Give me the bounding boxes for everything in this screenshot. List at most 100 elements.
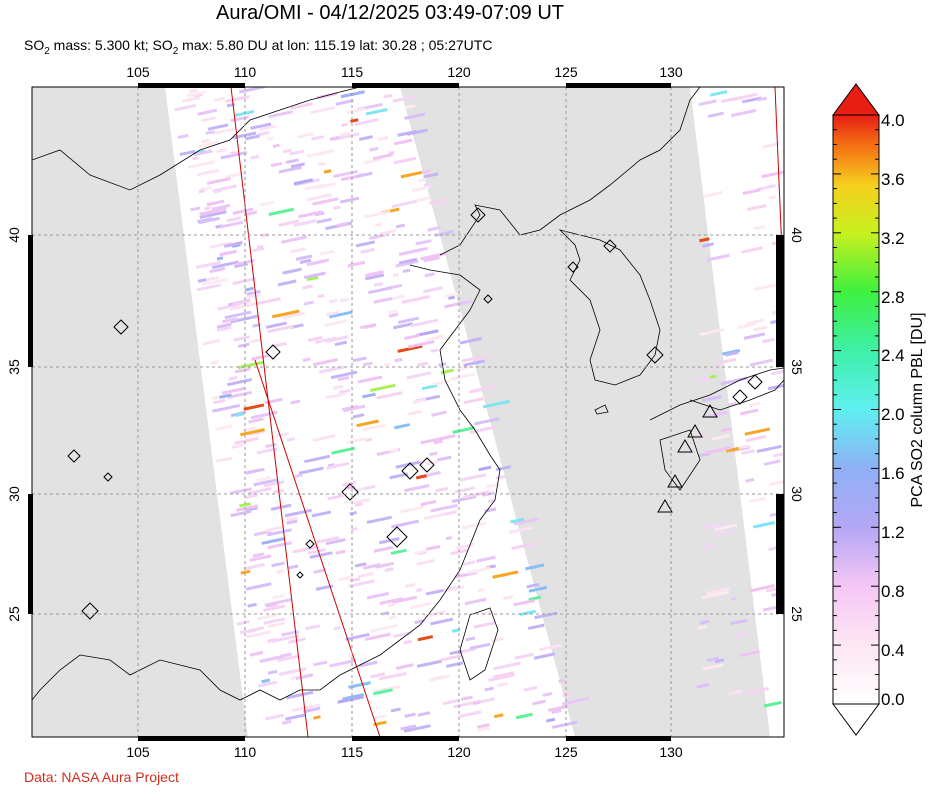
- so2-streak: [216, 148, 227, 154]
- so2-streak: [710, 90, 728, 97]
- so2-streak: [220, 150, 248, 160]
- so2-streak: [510, 517, 525, 524]
- so2-streak: [433, 439, 443, 445]
- so2-streak: [271, 634, 300, 643]
- so2-streak: [391, 595, 418, 604]
- so2-streak: [245, 134, 260, 141]
- so2-streak: [312, 358, 338, 367]
- so2-streak: [463, 397, 484, 405]
- so2-streak: [234, 436, 259, 445]
- so2-streak: [347, 485, 356, 490]
- so2-streak: [369, 146, 379, 152]
- so2-streak: [230, 314, 258, 324]
- so2-streak: [261, 232, 269, 238]
- so2-streak: [348, 579, 375, 588]
- colorbar-tick: 0.4: [881, 641, 905, 660]
- so2-streak: [383, 93, 393, 99]
- so2-streak: [247, 602, 257, 608]
- so2-streak: [749, 584, 775, 593]
- so2-streak: [453, 699, 481, 709]
- so2-streak: [197, 108, 218, 116]
- so2-streak: [263, 617, 286, 625]
- so2-streak: [329, 310, 353, 319]
- so2-streak: [699, 327, 725, 337]
- swath-edge-line: [230, 87, 309, 737]
- so2-streak: [213, 96, 226, 102]
- so2-streak: [293, 178, 314, 186]
- so2-streak: [400, 724, 417, 731]
- lon-tick: 130: [659, 64, 683, 80]
- so2-streak: [423, 172, 439, 179]
- so2-streak: [702, 242, 714, 248]
- lon-tick: 105: [126, 744, 150, 760]
- so2-streak: [295, 254, 313, 261]
- so2-streak: [325, 335, 349, 343]
- so2-streak: [194, 149, 213, 157]
- so2-streak: [325, 538, 346, 546]
- so2-streak: [306, 275, 319, 282]
- so2-streak: [454, 486, 476, 494]
- lat-tick: 25: [6, 606, 22, 622]
- so2-streak: [747, 204, 767, 212]
- so2-streak: [309, 551, 333, 559]
- so2-streak: [451, 628, 461, 633]
- so2-streak: [229, 487, 252, 495]
- colorbar-tick: 3.2: [881, 229, 905, 248]
- so2-streak: [415, 474, 427, 480]
- so2-streak: [316, 217, 333, 224]
- so2-streak: [341, 122, 348, 128]
- lon-tick: 120: [447, 64, 471, 80]
- so2-streak: [370, 672, 386, 679]
- so2-streak: [526, 582, 540, 589]
- map-subtitle: SO2 mass: 5.300 kt; SO2 max: 5.80 DU at …: [24, 37, 493, 57]
- so2-streak: [250, 154, 260, 160]
- so2-streak: [332, 384, 344, 390]
- so2-streak: [427, 226, 441, 232]
- so2-streak: [290, 162, 306, 169]
- so2-streak: [268, 621, 285, 628]
- so2-streak: [312, 197, 339, 206]
- so2-streak: [230, 151, 237, 156]
- so2-streak: [317, 293, 325, 299]
- so2-streak: [199, 207, 227, 216]
- so2-streak: [706, 587, 731, 595]
- so2-streak: [746, 687, 769, 695]
- so2-streak: [523, 685, 538, 692]
- so2-streak: [204, 206, 211, 211]
- so2-streak: [338, 131, 351, 137]
- so2-streak: [224, 241, 243, 248]
- so2-streak: [280, 652, 292, 658]
- so2-streak: [235, 412, 245, 418]
- so2-streak: [403, 724, 431, 733]
- so2-streak: [762, 337, 775, 344]
- so2-streak: [285, 713, 306, 721]
- so2-streak: [463, 359, 485, 367]
- so2-streak: [709, 374, 717, 379]
- so2-streak: [209, 267, 226, 274]
- lon-tick: 110: [234, 64, 257, 80]
- so2-streak: [422, 287, 438, 294]
- so2-streak: [224, 310, 252, 320]
- so2-streak: [218, 393, 232, 399]
- so2-streak: [232, 277, 257, 286]
- so2-streak: [254, 297, 281, 306]
- so2-streak: [303, 454, 331, 464]
- so2-streak: [474, 417, 500, 426]
- so2-streak: [387, 602, 396, 608]
- so2-streak: [423, 182, 433, 187]
- so2-streak: [421, 169, 432, 175]
- so2-streak: [757, 96, 767, 102]
- so2-streak: [697, 625, 707, 631]
- so2-streak: [211, 395, 219, 400]
- so2-streak: [393, 631, 412, 638]
- so2-streak: [271, 309, 300, 319]
- so2-streak: [488, 673, 515, 682]
- so2-streak: [738, 444, 751, 450]
- so2-streak: [247, 486, 272, 495]
- so2-streak: [236, 620, 250, 626]
- so2-streak: [226, 216, 242, 223]
- so2-streak: [705, 253, 730, 262]
- so2-streak: [207, 123, 229, 131]
- so2-streak: [705, 446, 732, 455]
- so2-streak: [365, 484, 376, 490]
